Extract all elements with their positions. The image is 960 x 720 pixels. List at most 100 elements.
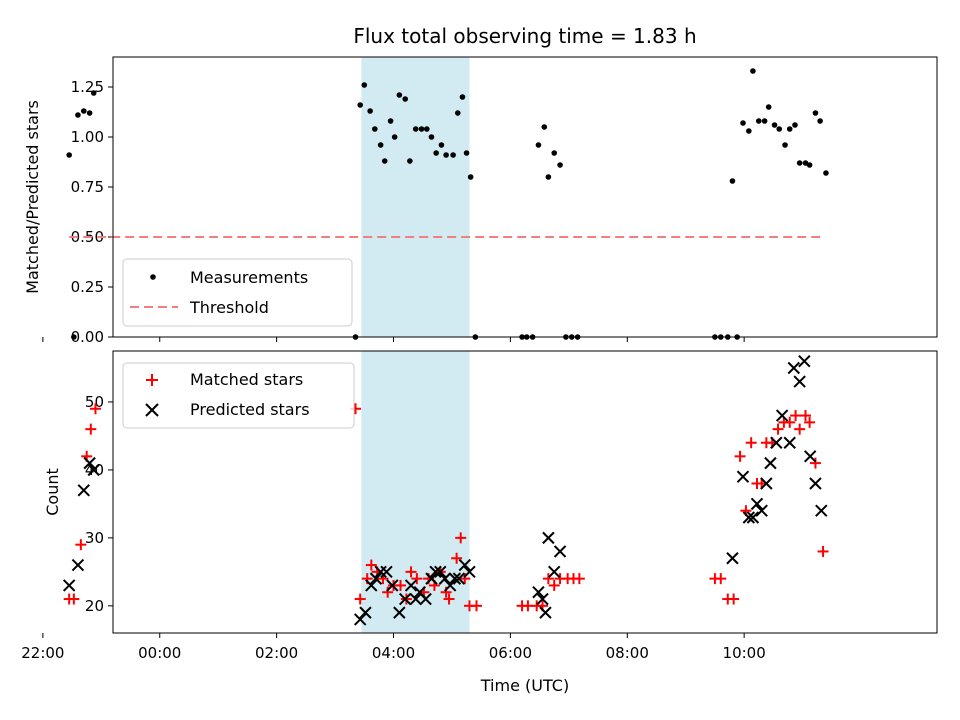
measurement-point — [396, 92, 403, 98]
predicted-point — [775, 409, 789, 422]
measurement-point — [367, 108, 373, 114]
ratio-axis-ticks: 0.000.250.500.751.001.25 — [42, 78, 745, 346]
measurement-point — [792, 122, 798, 128]
matched-point — [354, 593, 366, 605]
measurement-point — [438, 142, 445, 148]
predicted-point — [809, 477, 822, 490]
predicted-point — [398, 592, 412, 606]
predicted-point — [359, 606, 372, 619]
matched-point — [68, 593, 80, 605]
predicted-point — [393, 606, 406, 619]
predicted-point — [380, 565, 393, 579]
count-legend: Matched stars Predicted stars — [122, 362, 355, 429]
highlight-span-top — [361, 57, 470, 337]
x-axis-label: Time (UTC) — [480, 676, 569, 695]
predicted-point — [755, 504, 768, 517]
measurement-point — [557, 162, 563, 168]
matched-point — [817, 545, 829, 557]
measurement-point — [407, 158, 413, 164]
matched-point — [443, 593, 455, 605]
predicted-point — [62, 579, 76, 592]
legend-marker-predicted — [145, 403, 159, 417]
measurement-point — [776, 126, 783, 132]
predicted-point — [548, 565, 561, 579]
count-y-axis-label: Count — [43, 468, 62, 516]
measurement-point — [765, 104, 772, 110]
measurement-point — [796, 160, 803, 166]
measurement-point — [71, 334, 77, 340]
predicted-point — [463, 565, 476, 579]
legend-label-predicted: Predicted stars — [190, 400, 310, 419]
predicted-point — [783, 436, 796, 449]
legend-box — [122, 362, 355, 429]
predicted-point — [434, 565, 447, 579]
predicted-point — [542, 531, 555, 545]
matched-point — [772, 423, 784, 435]
matched-point — [382, 586, 394, 598]
predicted-point — [353, 613, 367, 626]
measurement-point — [402, 96, 408, 102]
predicted-point — [532, 586, 545, 599]
matched-point — [784, 416, 796, 428]
measurement-point — [80, 108, 87, 114]
predicted-point — [425, 572, 438, 585]
matched-point — [455, 532, 467, 544]
measurement-point — [541, 124, 548, 130]
matched-point — [745, 437, 757, 449]
ratio-legend: Measurements Threshold — [122, 258, 353, 327]
matched-point — [800, 410, 812, 422]
measurement-point — [86, 110, 93, 116]
measurement-point — [357, 102, 364, 108]
matched-point — [395, 579, 407, 591]
measurement-point — [391, 134, 398, 140]
y-tick-label: 1.25 — [71, 78, 104, 96]
legend-marker-measurements — [150, 274, 156, 280]
measurement-point — [817, 118, 823, 124]
predicted-point — [458, 558, 472, 572]
predicted-point — [77, 484, 90, 497]
count-panel: 2030405022:0000:0002:0004:0006:0008:0010… — [21, 350, 938, 695]
measurement-point — [545, 174, 552, 180]
chart-title: Flux total observing time = 1.83 h — [353, 24, 696, 48]
count-panel-frame — [112, 350, 938, 634]
predicted-point — [760, 477, 773, 490]
measurement-point — [424, 126, 430, 132]
measurement-point — [66, 152, 72, 158]
predicted-point — [746, 511, 760, 524]
matched-point — [365, 559, 377, 571]
legend-label-measurements: Measurements — [190, 268, 308, 287]
y-tick-label: 1.00 — [71, 128, 104, 146]
x-tick-label: 10:00 — [723, 644, 766, 662]
matched-point — [89, 403, 101, 415]
matched-point — [75, 539, 87, 551]
predicted-point — [787, 361, 801, 375]
predicted-point — [793, 375, 806, 388]
y-tick-label: 20 — [85, 597, 104, 615]
predicted-point — [448, 572, 462, 585]
predicted-point — [419, 592, 432, 606]
count-axis-ticks: 2030405022:0000:0002:0004:0006:0008:0010… — [21, 393, 766, 662]
predicted-point — [87, 463, 100, 477]
legend-label-matched: Matched stars — [190, 370, 303, 389]
measurement-point — [823, 170, 829, 176]
measurement-point — [428, 134, 435, 140]
x-tick-label: 06:00 — [489, 644, 532, 662]
measurement-point — [418, 126, 425, 132]
measurement-point — [782, 142, 788, 148]
measurement-point — [746, 128, 752, 134]
predicted-point — [764, 456, 777, 470]
predicted-point — [409, 592, 422, 606]
measurement-point — [90, 90, 97, 96]
y-tick-label: 30 — [85, 529, 104, 547]
matched-point — [790, 410, 802, 422]
measurement-point — [443, 152, 449, 158]
measurement-point — [459, 94, 466, 100]
matched-point — [85, 423, 97, 435]
legend-marker-matched — [146, 374, 158, 386]
measurement-point — [454, 110, 461, 116]
matched-point — [542, 573, 554, 585]
predicted-point — [83, 456, 96, 470]
measurement-point — [467, 174, 474, 180]
ratio-panel: 0.000.250.500.751.001.25 Matched/Predict… — [23, 56, 938, 346]
measurement-point — [433, 150, 439, 156]
